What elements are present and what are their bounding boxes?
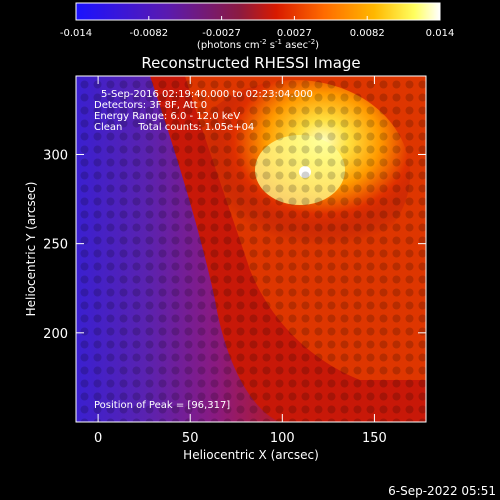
peak-position-text: Position of Peak = [96,317] — [94, 400, 230, 411]
info-line-2: Detectors: 3F 8F, Att 0 — [94, 100, 207, 111]
colorbar-ticks: -0.014 -0.0082 -0.0027 0.0027 0.0082 0.014 — [60, 16, 454, 39]
y-tick-label-0: 200 — [43, 327, 68, 342]
info-line-4: Clean Total counts: 1.05e+04 — [94, 122, 254, 133]
plot-frame — [75, 75, 427, 423]
colorbar-tick-label-5: 0.014 — [426, 28, 455, 39]
colorbar-tick-label-2: -0.0027 — [202, 28, 241, 39]
y-tick-label-2: 300 — [43, 148, 68, 163]
heatmap-image — [76, 76, 426, 422]
colorbar-tick-label-4: 0.0082 — [350, 28, 385, 39]
colorbar — [75, 2, 441, 21]
y-axis-label: Heliocentric Y (arcsec) — [24, 182, 38, 317]
colorbar-tick-label-3: 0.0027 — [277, 28, 312, 39]
x-tick-label-0: 0 — [94, 431, 102, 446]
x-tick-label-1: 50 — [182, 431, 199, 446]
colorbar-tick-label-0: -0.014 — [60, 28, 92, 39]
x-axis-label: Heliocentric X (arcsec) — [183, 448, 319, 462]
info-text: 5-Sep-2016 02:19:40.000 to 02:23:04.000 … — [94, 89, 313, 133]
info-line-3: Energy Range: 6.0 - 12.0 keV — [94, 111, 240, 122]
colorbar-tick-label-1: -0.0082 — [129, 28, 168, 39]
y-tick-label-1: 250 — [43, 238, 68, 253]
x-tick-label-2: 100 — [270, 431, 295, 446]
chart-title: Reconstructed RHESSI Image — [141, 54, 360, 72]
axes: 0 50 100 150 200 250 300 — [43, 76, 426, 446]
x-tick-label-3: 150 — [362, 431, 387, 446]
colorbar-units-label: (photons cm-2 s-1 asec-2) — [197, 38, 319, 51]
footer-timestamp: 6-Sep-2022 05:51 — [388, 484, 496, 498]
info-line-1: 5-Sep-2016 02:19:40.000 to 02:23:04.000 — [101, 89, 313, 100]
